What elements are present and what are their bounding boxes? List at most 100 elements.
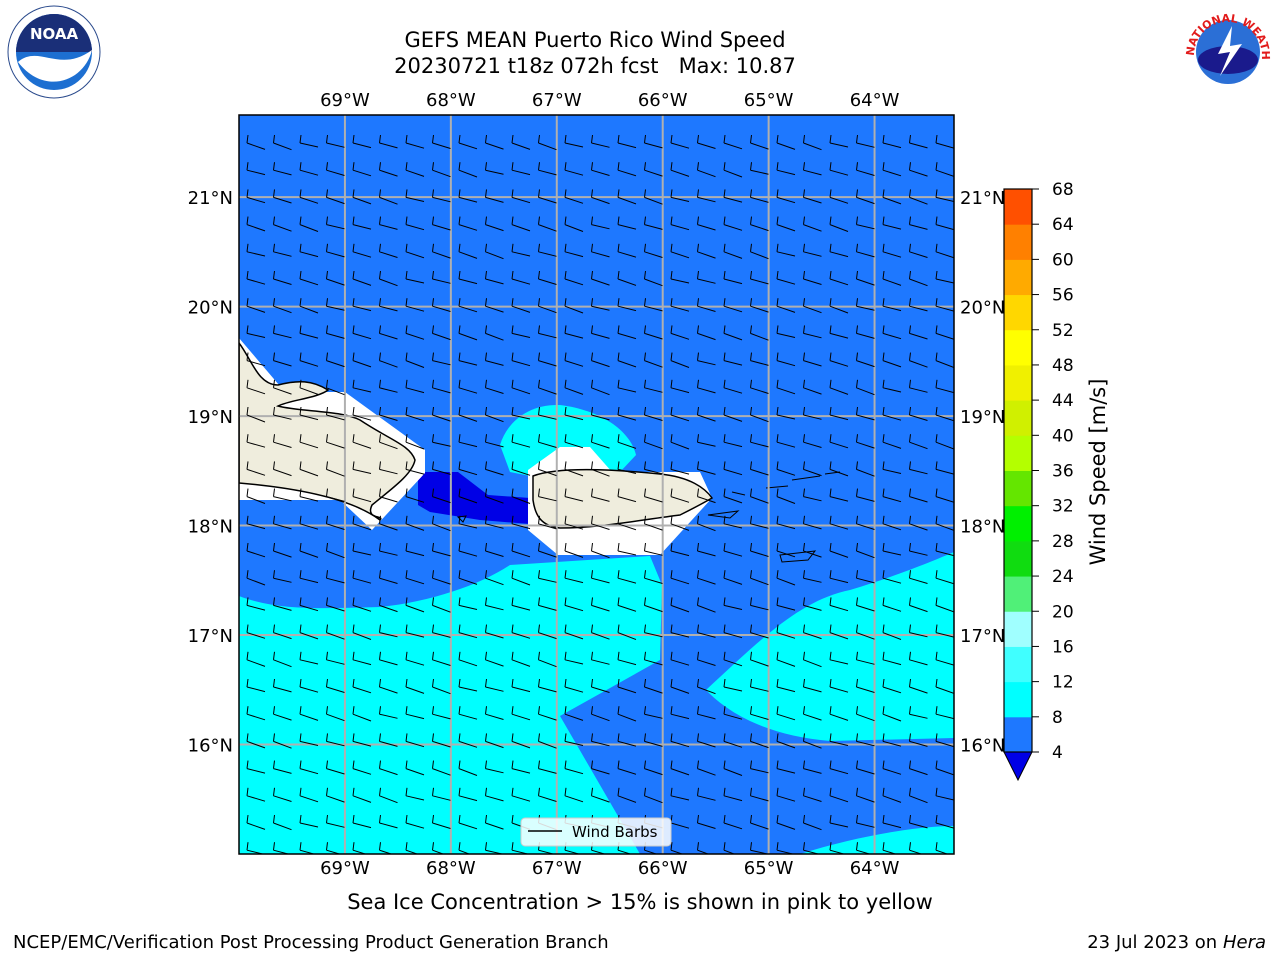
wind-barb [670,542,690,557]
wind-barb [564,706,584,721]
wind-barb [829,270,849,286]
wind-barb [882,134,902,149]
wind-barb [856,651,875,665]
wind-barb [750,406,769,423]
wind-barb [697,162,716,178]
wind-barb [299,570,319,584]
colorbar-tick-label: 68 [1052,180,1074,200]
wind-barb [935,162,954,177]
wind-barb [829,461,849,477]
wind-barb [803,570,822,583]
wind-barb [326,162,345,176]
wind-barb [856,842,872,854]
wind-barb [564,624,584,640]
wind-barb [352,134,372,149]
wind-barb [670,624,690,638]
wind-barb [909,597,928,613]
wind-barb [644,570,663,584]
wind-barb [909,134,928,149]
wind-barb [776,733,796,749]
wind-barb [829,298,849,314]
wind-barb [405,134,425,149]
wind-barb [617,760,637,775]
wind-barb [273,542,292,558]
wind-barb [538,134,557,151]
wind-barb [856,814,875,828]
wind-barb [644,406,663,421]
wind-barb [697,624,716,638]
wind-barb [723,352,743,366]
wind-barb [591,352,610,368]
wind-barb [697,733,716,748]
lat-label-right: 19°N [960,407,1005,428]
wind-barb [935,678,954,694]
wind-barb [697,352,716,366]
wind-barb [246,814,266,830]
map-frame [238,114,955,855]
colorbar-segment [1004,189,1032,225]
wind-barb [670,189,690,202]
wind-barb [776,542,796,558]
wind-barb [723,651,743,667]
wind-barb [564,570,584,584]
wind-barb [432,406,451,422]
wind-barb [538,733,557,749]
wind-barb [352,189,372,205]
wind-barb [246,270,266,285]
wind-barb [617,270,637,286]
wind-barb [723,379,743,394]
wind-barb [405,678,425,694]
wind-barb [564,597,584,612]
wind-barb [326,461,345,477]
wind-barb [909,760,928,776]
wind-barb [935,134,954,149]
wind-barb [909,570,928,584]
wind-barb [803,488,822,502]
wind-barb [776,570,796,586]
lon-label-top: 67°W [532,90,582,111]
lon-label-top: 65°W [744,90,794,111]
wind-barb [299,162,319,176]
wind-barb [458,406,478,422]
wind-barb [352,406,372,421]
wind-barb [405,787,425,801]
wind-barb [246,461,266,476]
lat-label-right: 20°N [960,298,1005,319]
wind-barb [379,189,398,205]
lat-label-left: 16°N [188,736,233,757]
colorbar-tick-label: 52 [1052,321,1074,341]
chart-subtitle: 20230721 t18z 072h fcst Max: 10.87 [394,54,796,78]
wind-barb [326,814,345,828]
wind-barb [776,189,796,204]
wind-barb [352,270,372,286]
lat-label-left: 17°N [188,626,233,647]
wind-barb [485,488,504,504]
colorbar-tick-label: 44 [1052,391,1074,411]
wind-barb [644,651,663,666]
lon-label-bottom: 68°W [426,858,476,879]
wind-barb [405,379,425,394]
wind-barb [564,651,584,665]
wind-barb [458,325,478,341]
wind-barb [352,515,372,531]
wind-barb [379,760,398,776]
wind-barb [829,733,849,746]
wind-barb [644,706,663,719]
wind-barb [273,216,292,232]
wind-barb [803,162,822,176]
wind-barb [803,270,822,285]
wind-barb [882,597,902,612]
lon-label-bottom: 66°W [638,858,688,879]
wind-barb [909,515,928,531]
wind-barb [882,352,902,368]
lon-label-bottom: 64°W [850,858,900,879]
wind-barb [644,678,663,694]
wind-barb [564,325,584,339]
wind-barb [432,760,451,776]
wind-barb [246,624,266,639]
wind-barb [352,352,372,368]
wind-barb [723,733,743,748]
wind-barb [723,134,743,150]
wind-barb [644,325,663,340]
